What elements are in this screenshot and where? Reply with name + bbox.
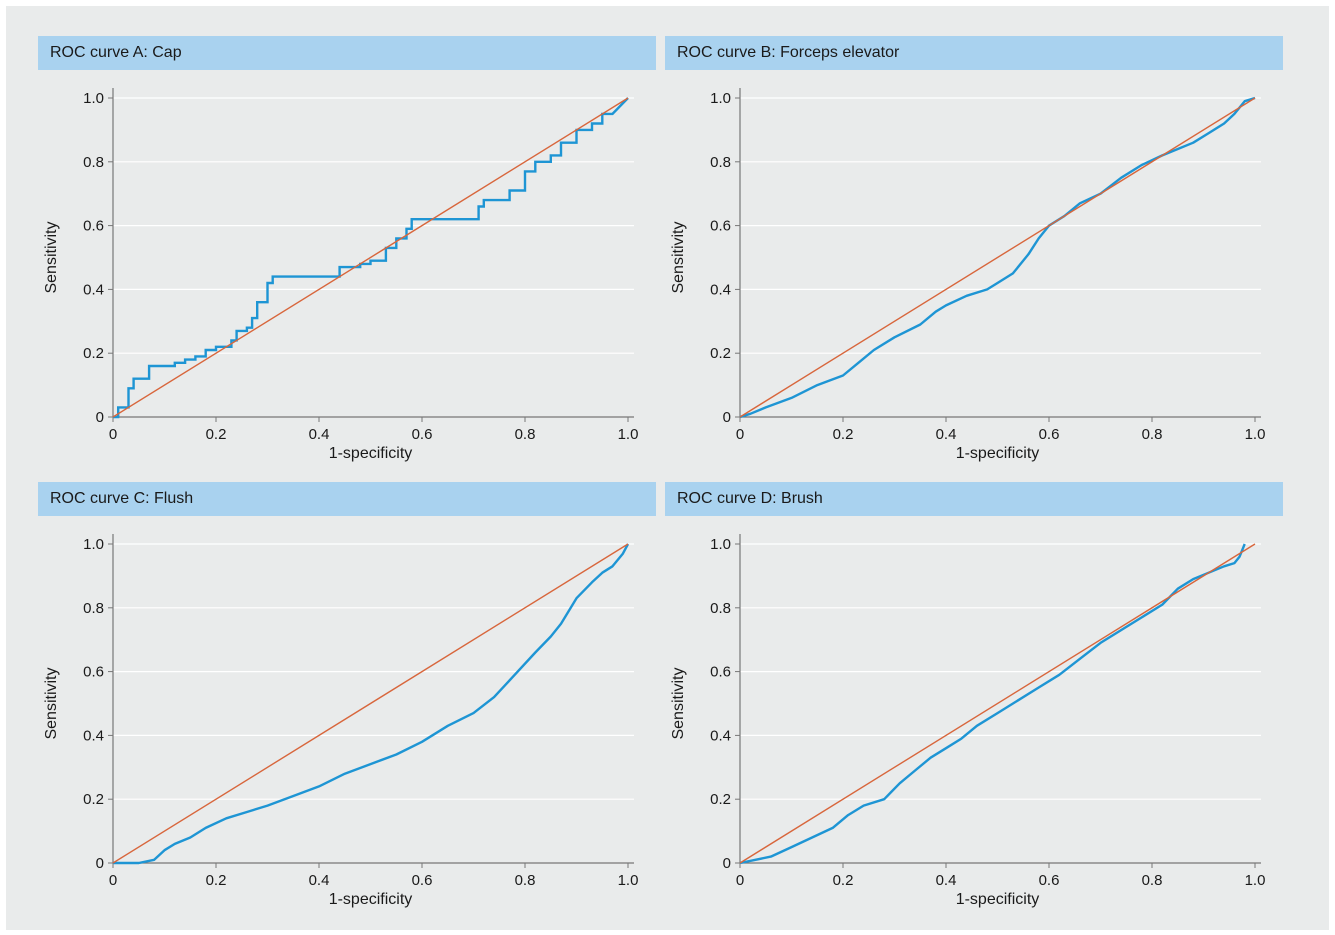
x-tick-label: 1.0 <box>618 872 639 889</box>
y-tick-label: 0.8 <box>710 600 731 617</box>
y-axis-title: Sensitivity <box>670 667 687 739</box>
y-axis-title: Sensitivity <box>43 667 60 739</box>
roc-chart-b: 00 0.2 0.2 0.4 0.4 0.6 0.6 0.8 0.8 1.0 1.0 1-specif… <box>670 88 1266 462</box>
x-tick-label: 0 <box>736 872 744 889</box>
y-tick-label: 0.6 <box>710 664 731 681</box>
roc-curve-line <box>113 97 629 419</box>
y-tick-label: 1.0 <box>83 536 104 553</box>
x-tick-label: 0.2 <box>206 872 227 889</box>
y-tick-label: 1.0 <box>83 90 104 107</box>
y-tick-label: 1.0 <box>710 90 731 107</box>
y-tick-label: 0 <box>723 409 731 426</box>
roc-curve-line <box>113 543 630 865</box>
y-tick-label: 0.8 <box>83 600 104 617</box>
y-tick-label: 0.2 <box>83 791 104 808</box>
x-tick-label: 0.8 <box>1142 426 1163 443</box>
roc-panel-c: ROC curve C: Flush 0 0 0.2 0.2 0.4 0.4 0.6 0.6 0… <box>38 482 656 908</box>
x-tick-label: 1.0 <box>1245 872 1266 889</box>
y-axis-title: Sensitivity <box>43 221 60 293</box>
roc-curve-line <box>739 543 1246 865</box>
y-tick-label: 0.6 <box>710 218 731 235</box>
panel-title: ROC curve A: Cap <box>38 36 656 70</box>
y-tick-label: 0.6 <box>83 218 104 235</box>
y-tick-label: 0.6 <box>83 664 104 681</box>
x-tick-label: 0.6 <box>1039 426 1060 443</box>
x-tick-label: 0.6 <box>412 426 433 443</box>
y-tick-label: 0 <box>96 409 104 426</box>
y-tick-label: 0.4 <box>710 281 731 298</box>
y-tick-label: 0.4 <box>83 281 104 298</box>
roc-panel-d: ROC curve D: Brush 0 0 0.2 0.2 0.4 0.4 0.6 0.6 0… <box>665 482 1283 908</box>
y-tick-label: 0.2 <box>710 791 731 808</box>
x-tick-label: 0 <box>736 426 744 443</box>
y-tick-label: 0.8 <box>710 154 731 171</box>
roc-panel-a: ROC curve A: Cap 0 0 0.2 0.2 0.4 0.4 0.6 0.6 0.8… <box>38 36 656 462</box>
roc-chart-c: 00 0.2 0.2 0.4 0.4 0.6 0.6 0.8 0.8 1.0 1.0 1-specif… <box>43 534 639 908</box>
x-tick-label: 0.2 <box>833 872 854 889</box>
x-axis-title: 1-specificity <box>956 891 1040 908</box>
roc-figure: ROC curve A: Cap 0 0 0.2 0.2 0.4 0.4 0.6 0.6 0.8… <box>6 6 1329 930</box>
x-tick-label: 1.0 <box>618 426 639 443</box>
x-tick-label: 0.2 <box>206 426 227 443</box>
y-tick-label: 0.8 <box>83 154 104 171</box>
x-tick-label: 0 <box>109 872 117 889</box>
panel-title: ROC curve D: Brush <box>665 482 1283 516</box>
roc-chart-d: 00 0.2 0.2 0.4 0.4 0.6 0.6 0.8 0.8 1.0 1.0 1-specif… <box>670 534 1266 908</box>
roc-curve-line <box>739 96 1256 419</box>
y-tick-label: 1.0 <box>710 536 731 553</box>
x-tick-label: 0.2 <box>833 426 854 443</box>
y-tick-label: 0.2 <box>710 345 731 362</box>
x-tick-label: 0.8 <box>515 872 536 889</box>
x-tick-label: 0.6 <box>412 872 433 889</box>
x-axis-title: 1-specificity <box>329 891 413 908</box>
reference-diagonal-line <box>112 543 629 864</box>
roc-chart-a: 00 0.2 0.2 0.4 0.4 0.6 0.6 0.8 0.8 1.0 1.0 1-specif… <box>43 88 639 462</box>
y-tick-label: 0.2 <box>83 345 104 362</box>
x-tick-label: 0.4 <box>309 426 330 443</box>
x-tick-label: 0.8 <box>1142 872 1163 889</box>
y-tick-label: 0.4 <box>710 727 731 744</box>
x-tick-label: 0.8 <box>515 426 536 443</box>
y-tick-label: 0 <box>723 855 731 872</box>
reference-diagonal-line <box>739 97 1256 418</box>
x-tick-label: 0 <box>109 426 117 443</box>
x-tick-label: 1.0 <box>1245 426 1266 443</box>
x-axis-title: 1-specificity <box>956 445 1040 462</box>
y-tick-label: 0.4 <box>83 727 104 744</box>
x-tick-label: 0.4 <box>936 872 957 889</box>
y-tick-label: 0 <box>96 855 104 872</box>
x-tick-label: 0.4 <box>936 426 957 443</box>
panel-title: ROC curve C: Flush <box>38 482 656 516</box>
roc-panel-b: ROC curve B: Forceps elevator 0 0 0.2 0.2 0.… <box>665 36 1283 462</box>
reference-diagonal-line <box>112 97 629 418</box>
y-axis-title: Sensitivity <box>670 221 687 293</box>
x-axis-title: 1-specificity <box>329 445 413 462</box>
panel-title: ROC curve B: Forceps elevator <box>665 36 1283 70</box>
x-tick-label: 0.4 <box>309 872 330 889</box>
x-tick-label: 0.6 <box>1039 872 1060 889</box>
reference-diagonal-line <box>739 543 1256 864</box>
